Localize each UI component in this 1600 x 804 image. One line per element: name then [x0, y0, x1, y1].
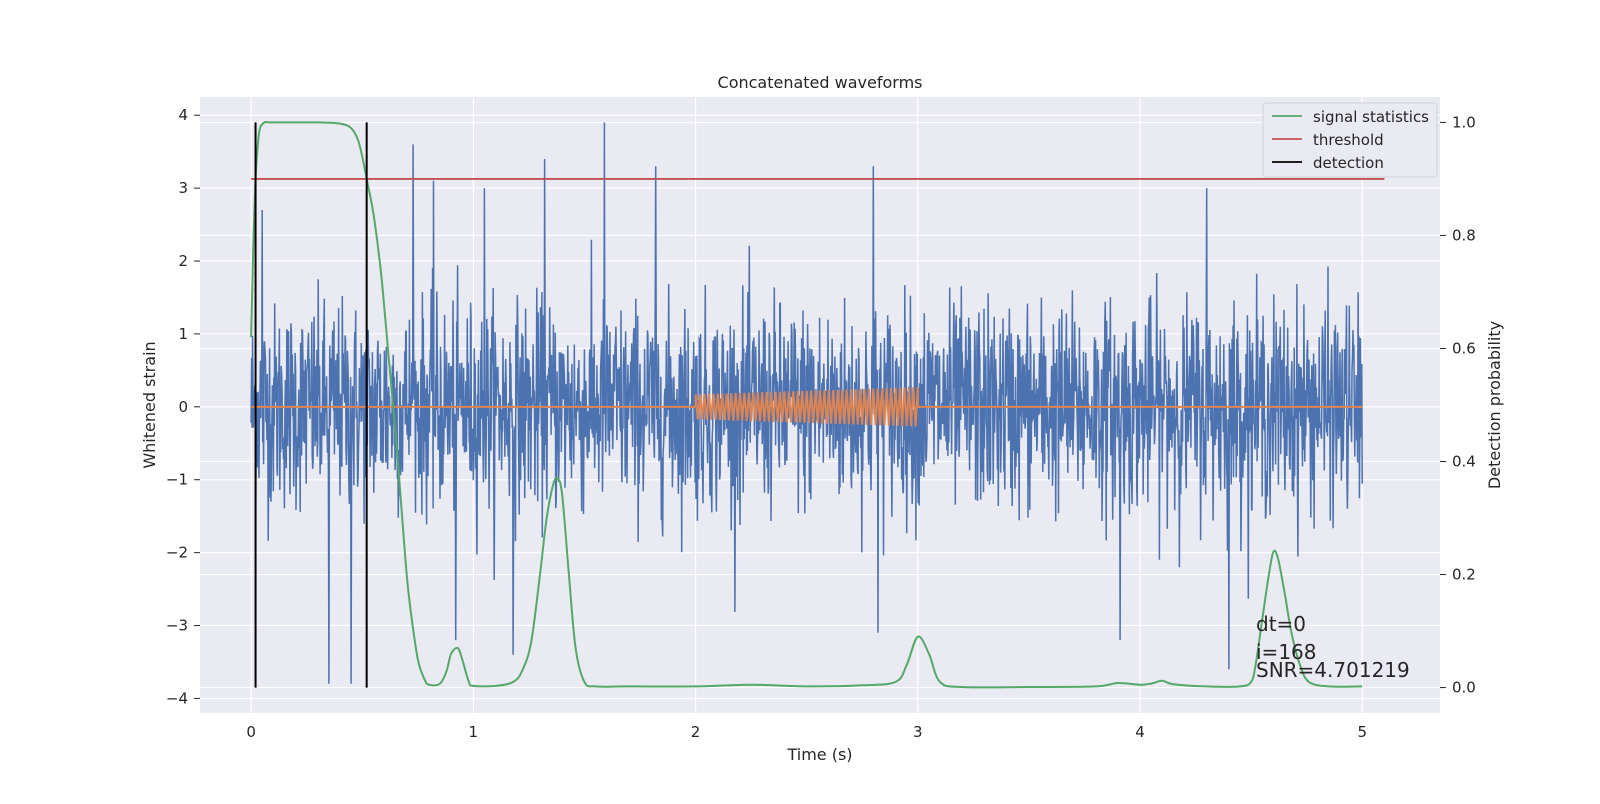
strain-series-line: [250, 122, 1363, 684]
axes: 0 1 2 3 4 5 −4 −3 −2 −1 0 1 2 3 4 0.0 0.2 0.4 0.6 0.8 1.0: [166, 106, 1476, 741]
y-tick-label: 0: [178, 398, 188, 416]
y2-axis-label: Detection probability: [1485, 321, 1504, 489]
injection-series-line: [251, 387, 1363, 427]
x-tick-label: 4: [1135, 723, 1145, 741]
annotation-dt: dt=0: [1256, 612, 1306, 636]
legend-box: [1262, 102, 1438, 178]
x-tick-label: 3: [913, 723, 923, 741]
data-layer: [250, 121, 1385, 689]
legend-label-threshold: threshold: [1313, 131, 1384, 149]
y-tick-label: −1: [166, 471, 188, 489]
y2-tick-label: 0.4: [1452, 453, 1476, 471]
y-tick-label: 4: [178, 106, 188, 124]
y-tick-label: 2: [178, 252, 188, 270]
y-axis-label: Whitened strain: [140, 341, 159, 468]
x-tick-label: 2: [691, 723, 701, 741]
chart-title: Concatenated waveforms: [718, 73, 923, 92]
y2-tick-label: 0.8: [1452, 226, 1476, 244]
x-tick-label: 0: [246, 723, 256, 741]
y2-tick-label: 0.0: [1452, 679, 1476, 697]
y-tick-label: 1: [178, 325, 188, 343]
y-tick-label: −3: [166, 617, 188, 635]
legend-label-signal-statistics: signal statistics: [1313, 108, 1429, 126]
y-tick-label: −4: [166, 689, 188, 707]
x-tick-label: 5: [1357, 723, 1367, 741]
signal-statistics-line: [250, 121, 1363, 689]
legend-label-detection: detection: [1313, 154, 1384, 172]
y2-tick-label: 0.6: [1452, 339, 1476, 357]
y2-tick-label: 0.2: [1452, 566, 1476, 584]
y-tick-label: −2: [166, 544, 188, 562]
annotation-i: i=168: [1256, 640, 1317, 664]
y2-tick-label: 1.0: [1452, 113, 1476, 131]
y-tick-label: 3: [178, 179, 188, 197]
legend: signal statistics threshold detection: [1262, 102, 1438, 178]
x-axis-label: Time (s): [786, 745, 852, 764]
annotation-snr: SNR=4.701219: [1256, 658, 1410, 682]
x-tick-label: 1: [469, 723, 479, 741]
